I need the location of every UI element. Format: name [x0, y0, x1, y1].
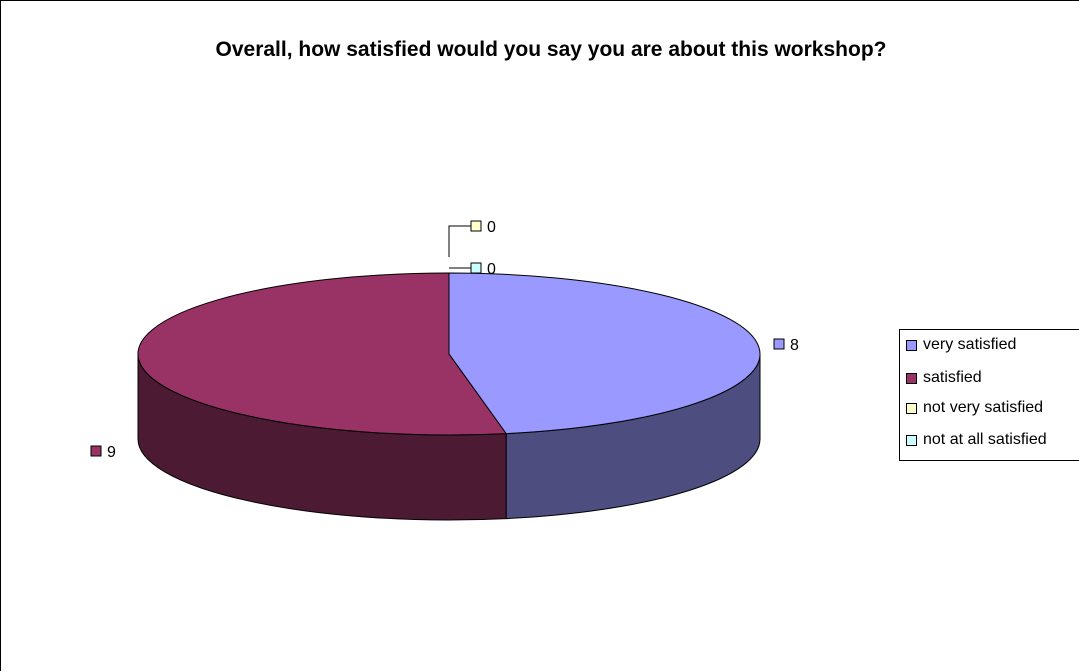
chart-title: Overall, how satisfied would you say you… [215, 38, 887, 61]
legend-item-satisfied: satisfied [906, 367, 982, 389]
data-label-swatch [470, 262, 482, 274]
data-label-swatch [470, 220, 482, 232]
data-label-2: 0 [448, 219, 496, 257]
leader-line [448, 225, 471, 257]
legend: very satisfied satisfied not very satisf… [899, 329, 1079, 461]
pie-slice-1 [137, 272, 508, 436]
data-label-swatch [90, 445, 102, 457]
legend-label: satisfied [923, 369, 982, 386]
data-label-text: 8 [790, 337, 799, 354]
legend-swatch [906, 339, 917, 351]
legend-swatch [906, 372, 917, 384]
pie-slice-0 [448, 272, 761, 435]
data-label-text: 0 [487, 219, 496, 236]
data-label-3: 0 [449, 261, 496, 278]
data-label-0: 8 [773, 337, 799, 354]
legend-item-not-very-satisfied: not very satisfied [906, 397, 1043, 419]
legend-swatch [906, 434, 917, 446]
legend-item-very-satisfied: very satisfied [906, 334, 1016, 356]
legend-label: very satisfied [923, 336, 1017, 353]
legend-item-not-at-all-satisfied: not at all satisfied [906, 429, 1047, 451]
data-label-swatch [773, 338, 785, 350]
legend-swatch [906, 402, 917, 414]
legend-label: not at all satisfied [923, 431, 1047, 448]
data-label-1: 9 [90, 444, 116, 461]
data-label-text: 9 [107, 444, 116, 461]
legend-label: not very satisfied [923, 399, 1044, 416]
data-label-text: 0 [487, 261, 496, 278]
